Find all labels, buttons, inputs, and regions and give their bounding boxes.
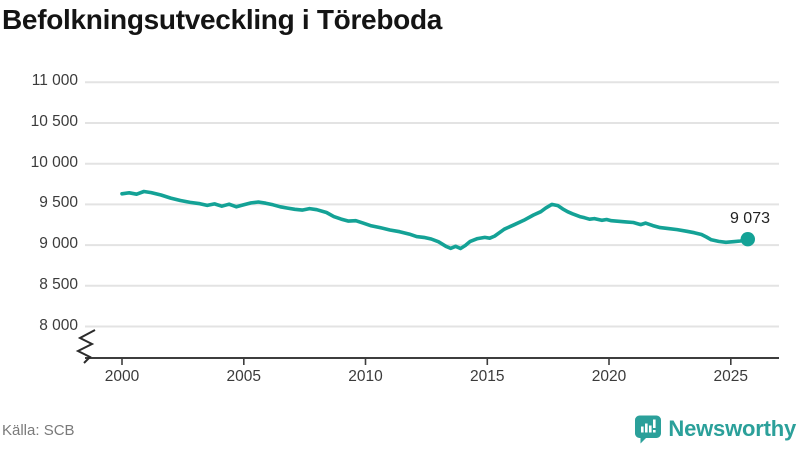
population-line bbox=[120, 189, 750, 251]
y-tick-label: 9 500 bbox=[39, 194, 78, 212]
latest-value-dot bbox=[740, 232, 755, 247]
x-tick-label: 2005 bbox=[226, 368, 261, 385]
newsworthy-speech-bubble-bars-icon bbox=[635, 415, 662, 444]
y-tick-label: 11 000 bbox=[31, 72, 78, 90]
y-tick-label: 10 500 bbox=[30, 113, 78, 130]
x-tick-label: 2000 bbox=[104, 368, 140, 385]
source-note: Källa: SCB bbox=[2, 422, 75, 439]
newsworthy-wordmark: Newsworthy bbox=[668, 416, 796, 441]
y-tick-label: 8 000 bbox=[39, 316, 78, 334]
y-tick-label: 9 000 bbox=[39, 235, 78, 253]
x-tick-label: 2015 bbox=[470, 368, 505, 385]
latest-value-label: 9 073 bbox=[729, 210, 770, 227]
y-axis-break-icon bbox=[75, 329, 96, 364]
chart-title: Befolkningsutveckling i Töreboda bbox=[2, 4, 443, 35]
y-tick-label: 10 000 bbox=[30, 153, 78, 171]
newsworthy-logo[interactable]: Newsworthy bbox=[634, 414, 796, 444]
x-tick-label: 2010 bbox=[348, 368, 383, 385]
y-tick-label: 8 500 bbox=[39, 275, 78, 293]
x-tick-label: 2020 bbox=[591, 368, 627, 385]
x-tick-label: 2025 bbox=[713, 368, 748, 385]
